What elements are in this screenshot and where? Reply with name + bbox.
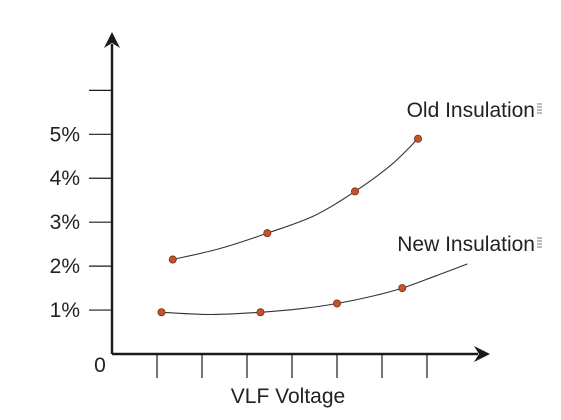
x-axis-arrow-icon <box>474 346 490 362</box>
origin-label: 0 <box>94 354 106 377</box>
data-point <box>398 284 407 293</box>
y-tick-label: 4% <box>50 167 80 190</box>
data-point <box>350 187 359 196</box>
label-glyphs <box>537 103 542 248</box>
x-ticks <box>156 354 428 378</box>
series-layer <box>157 134 468 317</box>
y-tick-label: 1% <box>50 299 80 322</box>
data-point <box>168 255 177 264</box>
data-point <box>157 308 166 317</box>
series-old-insulation <box>168 134 422 264</box>
data-point <box>263 229 272 238</box>
series-line-old-insulation <box>172 138 419 261</box>
series-line-new-insulation <box>161 263 468 316</box>
y-ticks: 1% 2% 3% 4% 5% <box>50 89 112 322</box>
axes <box>104 32 490 362</box>
series-new-insulation <box>157 263 468 317</box>
data-point <box>413 134 422 143</box>
small-lines-icon <box>537 237 542 248</box>
series-label-new-insulation: New Insulation <box>397 233 535 256</box>
x-axis-label: VLF Voltage <box>231 385 345 408</box>
series-label-old-insulation: Old Insulation <box>407 99 535 122</box>
small-lines-icon <box>537 103 542 114</box>
data-point <box>332 299 341 308</box>
y-axis-arrow-icon <box>104 32 120 48</box>
data-point <box>256 308 265 317</box>
y-tick-label: 3% <box>50 211 80 234</box>
y-tick-label: 2% <box>50 255 80 278</box>
y-tick-label: 5% <box>50 123 80 146</box>
